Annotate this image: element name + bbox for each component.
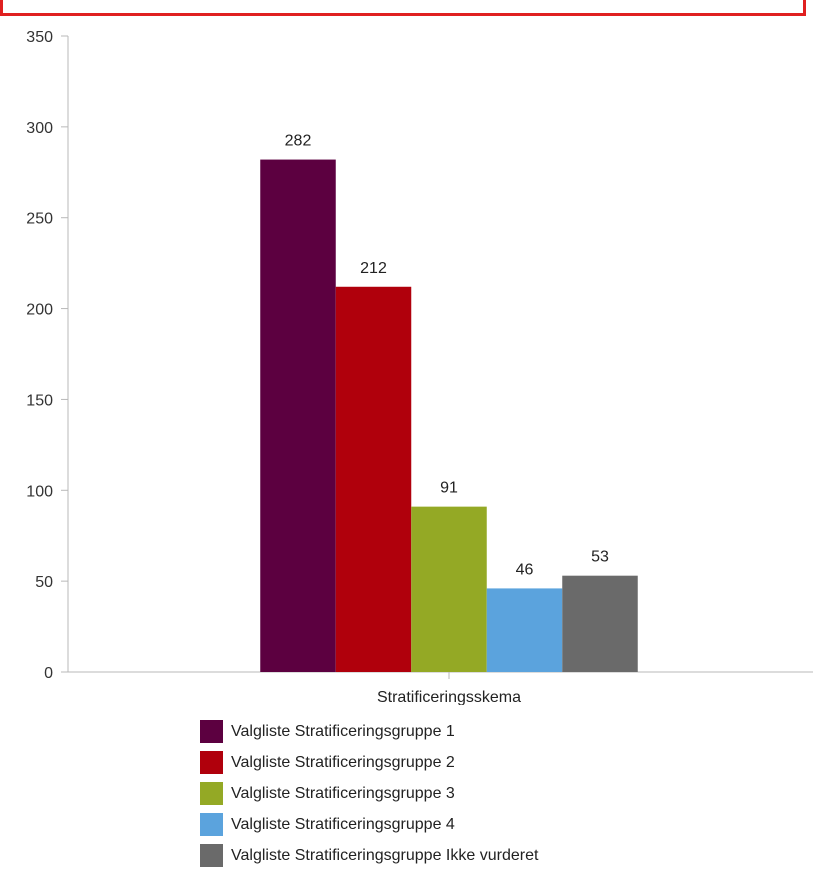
legend-swatch <box>200 844 223 867</box>
legend-label: Valgliste Stratificeringsgruppe 1 <box>231 722 455 740</box>
legend-swatch <box>200 782 223 805</box>
y-tick-label: 100 <box>26 483 53 500</box>
legend-swatch <box>200 720 223 743</box>
bar <box>562 575 638 672</box>
legend-item: Valgliste Stratificeringsgruppe 4 <box>200 809 538 840</box>
bar-data-label: 212 <box>360 260 387 277</box>
legend-swatch <box>200 751 223 774</box>
y-tick-label: 250 <box>26 211 53 228</box>
y-tick-label: 300 <box>26 120 53 137</box>
legend-swatch <box>200 813 223 836</box>
y-tick-label: 150 <box>26 392 53 409</box>
legend-item: Valgliste Stratificeringsgruppe 1 <box>200 716 538 747</box>
legend-label: Valgliste Stratificeringsgruppe 4 <box>231 815 455 833</box>
bar <box>411 506 487 672</box>
bar-data-label: 91 <box>440 480 458 497</box>
bar <box>335 286 412 672</box>
truncated-banner <box>0 0 806 16</box>
legend-item: Valgliste Stratificeringsgruppe Ikke vur… <box>200 840 538 871</box>
legend-label: Valgliste Stratificeringsgruppe 3 <box>231 784 455 802</box>
y-tick-label: 50 <box>35 574 53 591</box>
y-tick-label: 350 <box>26 29 53 46</box>
bar <box>486 588 563 672</box>
bar-data-label: 46 <box>516 561 534 578</box>
legend-label: Valgliste Stratificeringsgruppe 2 <box>231 753 455 771</box>
bar-chart: 0 50 100 150 200 250 300 350 282 212 91 46 53 Stratif… <box>26 29 813 705</box>
legend-item: Valgliste Stratificeringsgruppe 2 <box>200 747 538 778</box>
y-tick-label: 0 <box>44 665 53 682</box>
chart-legend: Valgliste Stratificeringsgruppe 1 Valglis… <box>200 716 538 871</box>
bar-data-label: 53 <box>591 549 609 566</box>
y-tick-label: 200 <box>26 302 53 319</box>
bar-data-label: 282 <box>285 133 312 150</box>
legend-item: Valgliste Stratificeringsgruppe 3 <box>200 778 538 809</box>
bar <box>260 159 336 672</box>
legend-label: Valgliste Stratificeringsgruppe Ikke vur… <box>231 846 539 864</box>
x-category-label: Stratificeringsskema <box>377 689 521 705</box>
